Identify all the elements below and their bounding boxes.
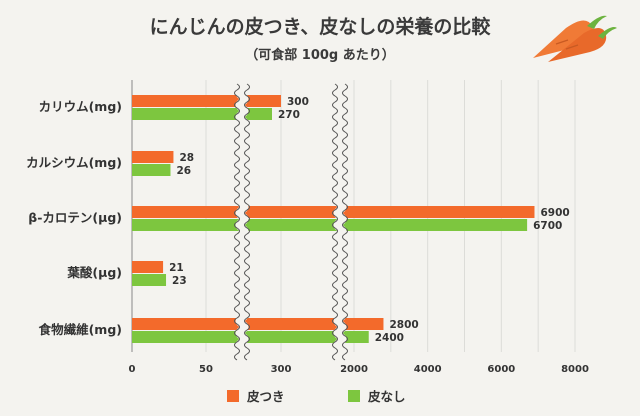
bar-without-skin xyxy=(132,164,171,176)
bars xyxy=(132,95,535,343)
bar-without-skin xyxy=(132,219,528,231)
x-tick-label: 50 xyxy=(199,364,213,375)
legend-swatch xyxy=(227,390,239,402)
data-label: 270 xyxy=(278,109,300,121)
axis-break xyxy=(333,80,347,364)
x-tick-label: 300 xyxy=(271,364,292,375)
chart-subtitle: （可食部 100g あたり） xyxy=(245,47,395,63)
category-label: 食物繊維(mg) xyxy=(38,322,122,337)
chart-title: にんじんの皮つき、皮なしの栄養の比較 xyxy=(150,15,492,38)
legend-label: 皮つき xyxy=(246,389,285,404)
data-label: 2800 xyxy=(389,319,418,331)
data-label: 6700 xyxy=(533,220,562,232)
data-label: 21 xyxy=(169,262,184,274)
legend-swatch xyxy=(348,390,360,402)
x-tick-label: 2000 xyxy=(340,364,368,375)
category-labels: カリウム(mg) カルシウム(mg) β-カロテン(μg) 葉酸(μg) 食物繊維(mg… xyxy=(26,99,122,337)
axis-break xyxy=(235,80,249,364)
bar-without-skin xyxy=(132,331,369,343)
bar-without-skin xyxy=(132,274,167,286)
category-label: 葉酸(μg) xyxy=(66,265,122,280)
legend-label: 皮なし xyxy=(367,389,406,404)
axis-breaks xyxy=(234,80,348,364)
axis-break-outline xyxy=(342,83,348,361)
x-tick-label: 4000 xyxy=(414,364,442,375)
bar-with-skin xyxy=(132,318,384,330)
category-label: カルシウム(mg) xyxy=(26,155,122,170)
carrot-icon xyxy=(533,15,617,62)
axis-break-outline xyxy=(244,83,250,361)
category-label: カリウム(mg) xyxy=(39,99,122,114)
x-tick-label: 0 xyxy=(129,364,136,375)
bar-with-skin xyxy=(132,261,164,273)
axis-break-outline xyxy=(234,83,240,361)
bar-with-skin xyxy=(132,95,281,107)
x-tick-labels: 0 50 300 2000 4000 6000 8000 xyxy=(129,364,589,375)
data-label: 2400 xyxy=(375,332,404,344)
data-label: 300 xyxy=(287,96,309,108)
bar-without-skin xyxy=(132,108,272,120)
data-label: 6900 xyxy=(540,207,569,219)
data-label: 23 xyxy=(172,275,187,287)
category-label: β-カロテン(μg) xyxy=(28,210,122,225)
x-tick-label: 6000 xyxy=(487,364,515,375)
data-label: 28 xyxy=(179,152,194,164)
bar-with-skin xyxy=(132,151,174,163)
data-label: 26 xyxy=(176,165,191,177)
axis-break-outline xyxy=(332,83,338,361)
legend: 皮つき 皮なし xyxy=(227,389,406,404)
x-tick-label: 8000 xyxy=(561,364,589,375)
